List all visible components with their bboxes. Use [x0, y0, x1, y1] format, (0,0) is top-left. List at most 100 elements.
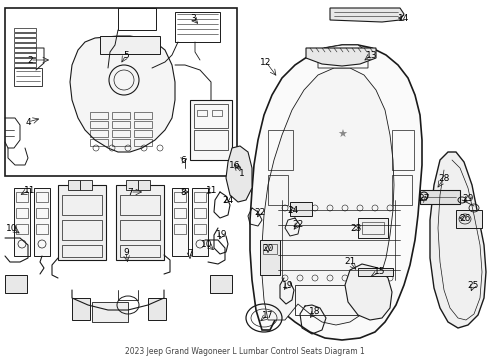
Bar	[92, 302, 128, 322]
Bar	[14, 48, 36, 52]
Bar	[138, 180, 150, 190]
Polygon shape	[262, 68, 394, 325]
Bar	[120, 220, 160, 240]
Bar	[172, 188, 188, 256]
Polygon shape	[330, 8, 404, 22]
Bar	[100, 36, 160, 54]
Bar	[112, 139, 130, 146]
Bar	[194, 224, 206, 234]
Bar	[392, 175, 412, 205]
Bar	[197, 110, 207, 116]
Polygon shape	[345, 264, 392, 320]
Text: 17: 17	[262, 310, 274, 320]
Text: 4: 4	[25, 117, 31, 126]
Text: 8: 8	[180, 188, 186, 197]
Bar	[14, 68, 42, 86]
Bar	[134, 112, 152, 119]
Bar	[14, 63, 36, 67]
Text: 20: 20	[262, 243, 274, 252]
Bar	[68, 180, 80, 190]
Bar	[194, 104, 228, 128]
Polygon shape	[306, 48, 376, 66]
Bar	[62, 195, 102, 215]
Text: 22: 22	[293, 220, 304, 229]
Text: 12: 12	[260, 58, 271, 67]
Bar	[190, 100, 232, 160]
Bar	[5, 8, 237, 176]
Text: 11: 11	[24, 185, 36, 194]
Bar	[126, 180, 138, 190]
Bar	[420, 190, 460, 204]
Bar	[120, 195, 160, 215]
Text: 7: 7	[187, 248, 193, 257]
Bar	[134, 130, 152, 137]
Bar	[194, 208, 206, 218]
Text: 1: 1	[239, 168, 245, 177]
Bar	[290, 202, 312, 216]
Bar	[268, 175, 288, 205]
Bar	[16, 208, 28, 218]
Bar	[194, 130, 228, 150]
Text: 22: 22	[254, 207, 266, 216]
Bar	[192, 188, 208, 256]
Bar	[263, 244, 277, 254]
Text: 29: 29	[462, 194, 474, 202]
Text: 3: 3	[190, 14, 196, 23]
Bar	[174, 208, 186, 218]
Bar	[358, 268, 393, 276]
Text: 24: 24	[287, 206, 298, 215]
Bar	[90, 112, 108, 119]
Text: 9: 9	[123, 248, 129, 257]
Polygon shape	[430, 152, 486, 328]
Text: 5: 5	[123, 50, 129, 59]
Bar	[134, 121, 152, 128]
Text: 14: 14	[398, 14, 410, 23]
Bar	[392, 130, 414, 170]
Bar	[456, 210, 482, 228]
Bar	[174, 192, 186, 202]
Text: 25: 25	[467, 282, 479, 291]
Bar	[14, 58, 36, 62]
Bar	[116, 185, 164, 260]
Bar	[148, 298, 166, 320]
Bar	[210, 275, 232, 293]
Bar	[5, 275, 27, 293]
Bar	[120, 245, 160, 257]
Bar	[112, 121, 130, 128]
Text: 10: 10	[6, 224, 18, 233]
Text: 23: 23	[350, 224, 362, 233]
Bar	[62, 245, 102, 257]
Text: 7: 7	[127, 188, 133, 197]
Text: 19: 19	[282, 280, 294, 289]
Bar	[358, 218, 388, 238]
Bar	[362, 222, 384, 234]
Polygon shape	[318, 45, 368, 68]
Bar	[90, 121, 108, 128]
Bar	[194, 192, 206, 202]
Bar	[14, 43, 36, 47]
Bar	[16, 224, 28, 234]
Bar	[14, 28, 36, 32]
Polygon shape	[226, 146, 252, 202]
Bar	[14, 188, 30, 256]
Text: 10: 10	[201, 239, 213, 248]
Bar	[72, 298, 90, 320]
Bar	[295, 285, 383, 315]
Text: 19: 19	[216, 230, 228, 239]
Text: 2: 2	[27, 55, 33, 64]
Bar	[34, 188, 50, 256]
Text: 2023 Jeep Grand Wagoneer L Lumbar Control Seats Diagram 1: 2023 Jeep Grand Wagoneer L Lumbar Contro…	[125, 347, 365, 356]
Bar	[112, 112, 130, 119]
Bar	[16, 192, 28, 202]
Bar	[174, 224, 186, 234]
Bar	[112, 130, 130, 137]
Text: 16: 16	[229, 161, 241, 170]
Text: 11: 11	[206, 185, 218, 194]
Bar	[14, 33, 36, 37]
Text: 21: 21	[344, 257, 356, 266]
Bar	[14, 38, 36, 42]
Bar	[90, 130, 108, 137]
Bar	[118, 8, 156, 30]
Bar	[36, 208, 48, 218]
Bar	[62, 220, 102, 240]
